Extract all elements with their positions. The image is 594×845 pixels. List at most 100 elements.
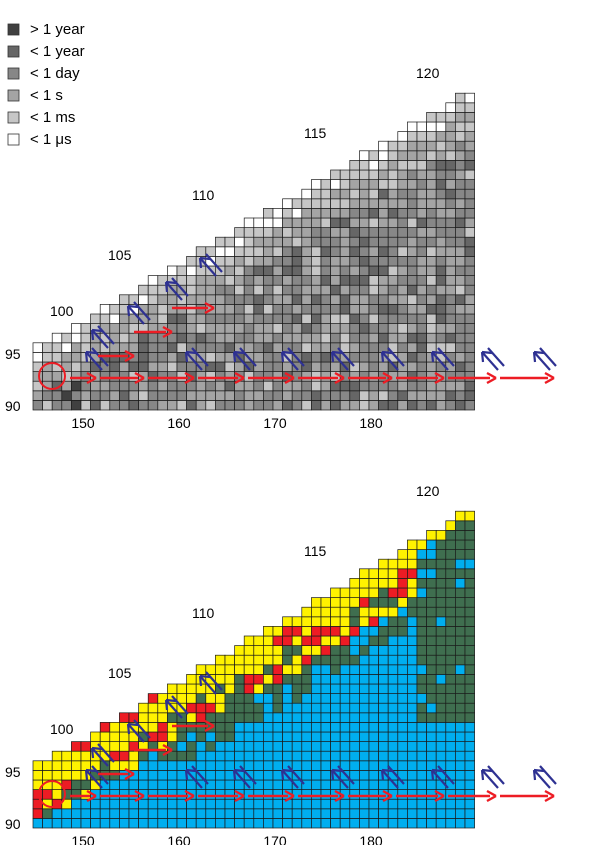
nuclide-cell [71, 808, 82, 819]
nuclide-cell [368, 361, 379, 372]
nuclide-cell [359, 361, 370, 372]
nuclide-cell [416, 265, 427, 276]
nuclide-cell [301, 361, 312, 372]
nuclide-cell [445, 332, 456, 344]
nuclide-cell [253, 702, 264, 714]
nuclide-cell [339, 587, 351, 598]
nuclide-cell [464, 361, 475, 372]
nuclide-cell [416, 587, 427, 598]
nuclide-cell [167, 731, 178, 742]
nuclide-cell [407, 654, 418, 666]
nuclide-cell [243, 818, 255, 829]
nuclide-cell [426, 227, 437, 238]
nuclide-cell [378, 342, 389, 353]
nuclide-cell [407, 179, 418, 190]
nuclide-cell [378, 818, 389, 829]
nuclide-cell [435, 693, 447, 704]
nuclide-cell [109, 722, 120, 733]
nuclide-cell [416, 246, 427, 257]
nuclide-cell [426, 779, 437, 790]
nuclide-cell [435, 256, 447, 267]
nuclide-cell [243, 390, 255, 401]
nuclide-cell [224, 750, 235, 762]
nuclide-cell [272, 779, 283, 790]
nuclide-cell [61, 818, 72, 829]
nuclide-cell [378, 323, 389, 334]
nuclide-cell [378, 294, 389, 305]
nuclide-cell [455, 578, 466, 589]
nuclide-cell [272, 798, 283, 810]
nuclide-cell [416, 626, 427, 637]
nuclide-cell [464, 400, 475, 411]
nuclide-cell [387, 150, 399, 161]
nuclide-cell [378, 750, 389, 762]
nuclide-cell [282, 674, 293, 685]
nuclide-cell [464, 227, 475, 238]
nuclide-cell [330, 654, 341, 666]
nuclide-cell [224, 236, 235, 248]
nuclide-cell [359, 789, 370, 800]
nuclide-cell [109, 741, 120, 752]
nuclide-cell [138, 818, 149, 829]
nuclide-cell [224, 654, 235, 666]
nuclide-cell [311, 606, 322, 618]
nuclide-cell [339, 323, 351, 334]
nuclide-cell [445, 179, 456, 190]
nuclide-cell [330, 731, 341, 742]
nuclide-cell [119, 400, 130, 411]
nuclide-cell [301, 616, 312, 627]
nuclide-cell [435, 635, 447, 646]
nuclide-cell [330, 587, 341, 598]
nuclide-cell [253, 380, 264, 392]
nuclide-cell [455, 227, 466, 238]
nuclide-cell [464, 160, 475, 171]
nuclide-cell [234, 818, 245, 829]
red-arrow [348, 789, 393, 803]
nuclide-cell [320, 635, 331, 646]
nuclide-cell [243, 313, 255, 324]
nuclide-cell [272, 400, 283, 411]
nuclide-cell [311, 361, 322, 372]
nuclide-cell [99, 390, 111, 401]
nuclide-cell [368, 626, 379, 637]
nuclide-cell [186, 332, 197, 344]
nuclide-cell [176, 683, 187, 694]
nuclide-cell [330, 256, 341, 267]
nuclide-cell [301, 789, 312, 800]
nuclide-cell [215, 722, 226, 733]
nuclide-cell [407, 332, 418, 344]
nuclide-cell [253, 798, 264, 810]
nuclide-cell [147, 789, 159, 800]
nuclide-cell [301, 664, 312, 675]
nuclide-cell [243, 380, 255, 392]
nuclide-cell [99, 789, 111, 800]
nuclide-cell [349, 722, 360, 733]
nuclide-cell [90, 400, 101, 411]
nuclide-cell [368, 275, 379, 286]
nuclide-cell [138, 342, 149, 353]
nuclide-cell [349, 246, 360, 257]
nuclide-cell [464, 342, 475, 353]
nuclide-cell [378, 313, 389, 324]
nuclide-cell [167, 294, 178, 305]
nuclide-cell [176, 750, 187, 762]
nuclide-cell [359, 150, 370, 161]
nuclide-cell [445, 664, 456, 675]
x-tick-label: 180 [359, 833, 383, 845]
nuclide-cell [359, 208, 370, 219]
nuclide-cell [407, 808, 418, 819]
nuclide-cell [51, 332, 63, 344]
nuclide-cell [368, 198, 379, 209]
nuclide-cell [368, 731, 379, 742]
nuclide-cell [445, 400, 456, 411]
nuclide-cell [263, 217, 274, 228]
nuclide-cell [272, 313, 283, 324]
nuclide-cell [263, 236, 274, 248]
nuclide-cell [128, 760, 139, 771]
nuclide-cell [263, 400, 274, 411]
nuclide-cell [99, 371, 111, 382]
nuclide-cell [51, 390, 63, 401]
nuclide-cell [359, 597, 370, 608]
nuclide-cell [330, 645, 341, 656]
